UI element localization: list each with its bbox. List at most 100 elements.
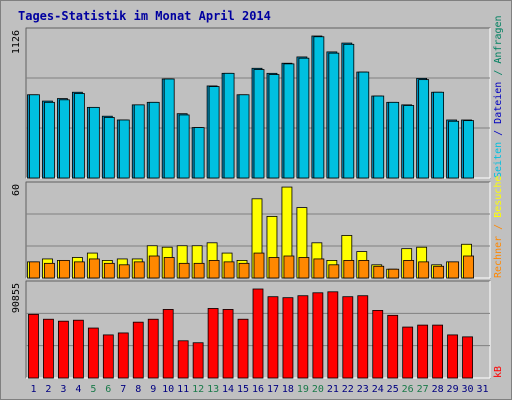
bar-kb bbox=[102, 334, 114, 379]
legend-dateien: Dateien bbox=[493, 82, 504, 124]
day-label: 6 bbox=[105, 384, 111, 395]
bar-dateien bbox=[448, 120, 459, 179]
bar-kb bbox=[207, 308, 219, 379]
day-label: 9 bbox=[150, 384, 156, 395]
day-label: 2 bbox=[45, 384, 51, 395]
bar-kb bbox=[222, 309, 234, 379]
bar-besuche bbox=[268, 257, 280, 279]
bar-kb bbox=[28, 313, 39, 379]
bar-dateien bbox=[388, 101, 400, 179]
legend-bottom: kB bbox=[493, 366, 504, 378]
bar-dateien bbox=[253, 69, 265, 179]
bar-kb bbox=[147, 318, 159, 379]
y-max-label: 1126 bbox=[11, 30, 22, 54]
day-label: 1 bbox=[30, 384, 36, 395]
bar-kb bbox=[462, 336, 473, 379]
bar-dateien bbox=[178, 114, 190, 179]
bar-dateien bbox=[208, 86, 220, 179]
day-label: 23 bbox=[357, 384, 369, 395]
bar-besuche bbox=[343, 259, 355, 279]
legend-sep: / bbox=[493, 218, 504, 236]
day-label: 19 bbox=[297, 384, 309, 395]
bar-dateien bbox=[328, 52, 340, 179]
legend-sep: / bbox=[493, 124, 504, 142]
bar-dateien bbox=[73, 93, 85, 179]
bar-besuche bbox=[148, 255, 160, 279]
bar-dateien bbox=[343, 43, 355, 179]
bar-kb bbox=[72, 319, 84, 379]
day-label: 7 bbox=[120, 384, 126, 395]
bar-kb bbox=[327, 291, 339, 379]
bar-besuche bbox=[433, 265, 445, 279]
day-label: 24 bbox=[372, 384, 384, 395]
legend-sep: / bbox=[493, 64, 504, 82]
day-label: 3 bbox=[60, 384, 66, 395]
bar-besuche bbox=[283, 255, 295, 279]
bar-kb bbox=[387, 314, 399, 379]
day-label: 14 bbox=[222, 384, 234, 395]
panel-1: 1126 bbox=[11, 27, 491, 179]
bar-besuche bbox=[328, 264, 340, 279]
bar-kb bbox=[282, 297, 294, 379]
day-label: 5 bbox=[90, 384, 96, 395]
bar-besuche bbox=[388, 268, 400, 279]
bar-dateien bbox=[373, 95, 385, 179]
bar-kb bbox=[87, 327, 99, 379]
bar-besuche bbox=[208, 259, 220, 279]
bar-besuche bbox=[238, 262, 250, 279]
bar-besuche bbox=[73, 261, 85, 279]
day-label: 21 bbox=[327, 384, 339, 395]
day-label: 18 bbox=[282, 384, 294, 395]
day-label: 15 bbox=[237, 384, 249, 395]
day-label: 20 bbox=[312, 384, 324, 395]
day-label: 11 bbox=[177, 384, 189, 395]
chart-title: Tages-Statistik im Monat April 2014 bbox=[18, 9, 271, 23]
bar-kb bbox=[297, 295, 309, 379]
panel-3: 90855 bbox=[11, 280, 491, 379]
bar-besuche bbox=[358, 259, 370, 279]
bar-kb bbox=[447, 334, 458, 379]
bar-kb bbox=[58, 320, 69, 379]
bar-besuche bbox=[223, 261, 235, 279]
bar-dateien bbox=[163, 78, 175, 179]
bar-kb bbox=[342, 296, 354, 379]
legend-anfragen: Anfragen bbox=[493, 15, 504, 63]
bar-dateien bbox=[193, 127, 205, 179]
bar-kb bbox=[132, 321, 144, 379]
bar-besuche bbox=[59, 259, 70, 279]
day-label: 22 bbox=[342, 384, 354, 395]
bar-kb bbox=[402, 326, 414, 379]
bar-besuche bbox=[103, 262, 115, 279]
bar-dateien bbox=[103, 117, 115, 179]
bar-besuche bbox=[178, 262, 190, 279]
day-label: 26 bbox=[402, 384, 414, 395]
bar-kb bbox=[192, 342, 204, 379]
bar-dateien bbox=[433, 91, 445, 179]
bar-besuche bbox=[193, 262, 205, 279]
bar-dateien bbox=[88, 106, 100, 179]
bar-besuche bbox=[253, 252, 265, 279]
bar-kb bbox=[43, 318, 54, 379]
day-label: 8 bbox=[135, 384, 141, 395]
bar-besuche bbox=[373, 265, 385, 279]
bar-dateien bbox=[283, 63, 295, 179]
legend-middle: Rechner / Besuche bbox=[493, 176, 504, 278]
day-label: 4 bbox=[75, 384, 81, 395]
bar-kb bbox=[162, 309, 174, 379]
legend-top: Seiten / Dateien / Anfragen bbox=[493, 15, 504, 178]
legend-seiten: Seiten bbox=[493, 142, 504, 178]
bar-besuche bbox=[29, 261, 40, 279]
day-label: 31 bbox=[476, 384, 488, 395]
y-max-label: 60 bbox=[11, 184, 22, 196]
bar-besuche bbox=[298, 257, 310, 279]
bar-besuche bbox=[118, 264, 130, 279]
bar-dateien bbox=[118, 119, 130, 179]
bar-dateien bbox=[268, 74, 280, 179]
legend-rechner: Rechner bbox=[493, 236, 504, 278]
day-label: 10 bbox=[162, 384, 174, 395]
day-label: 16 bbox=[252, 384, 264, 395]
bar-kb bbox=[432, 324, 444, 379]
bar-dateien bbox=[148, 101, 160, 179]
